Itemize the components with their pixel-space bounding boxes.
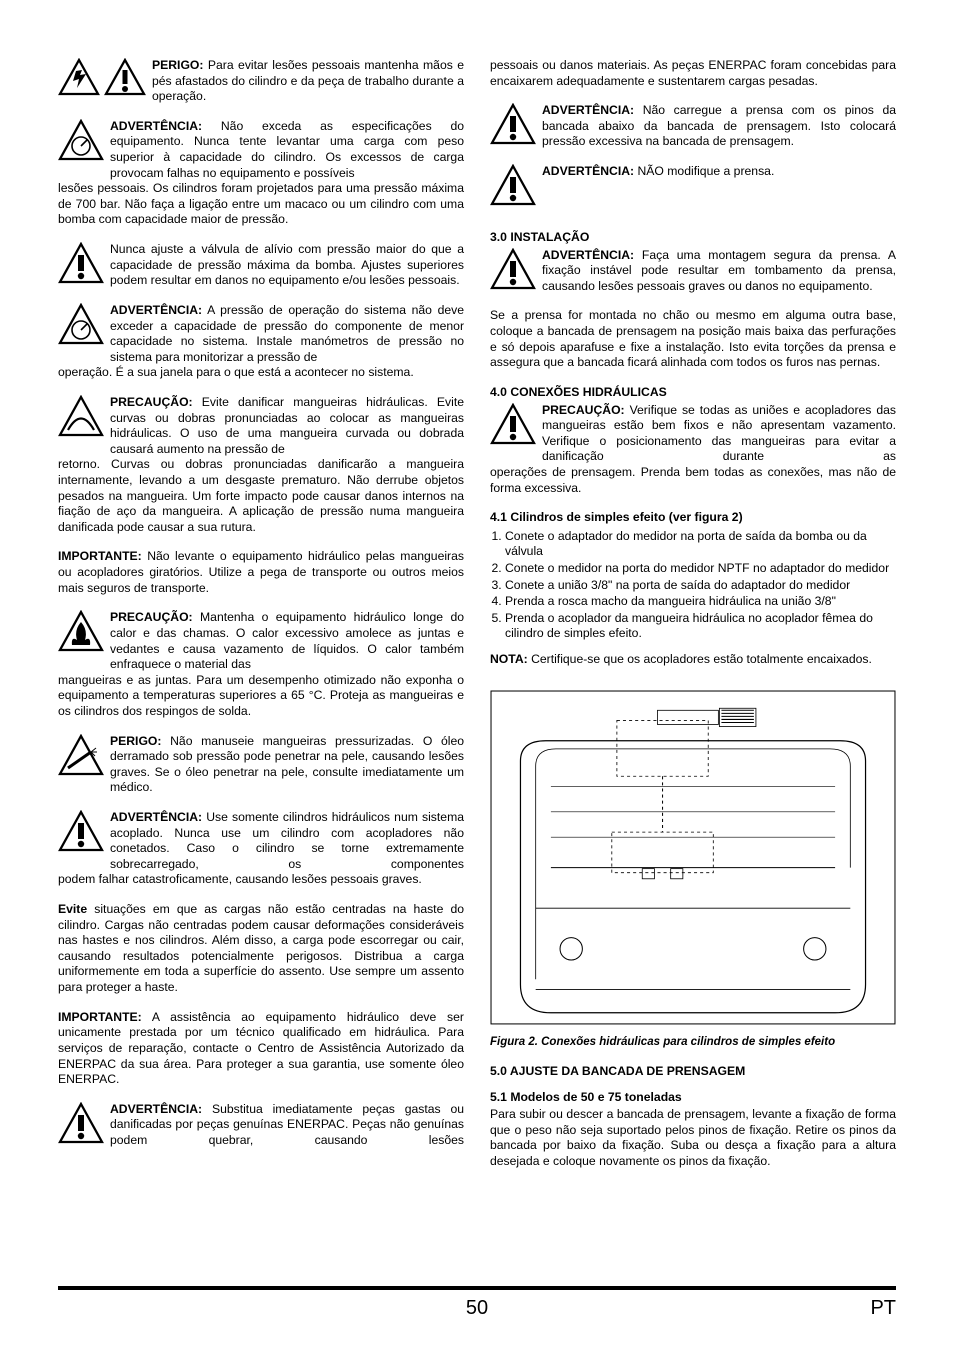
lead: ADVERTÊNCIA: [542, 248, 634, 262]
para-r-last: Para subir ou descer a bancada de prensa… [490, 1107, 896, 1169]
para-advertencia-2-cont: operação. É a sua janela para o que está… [58, 365, 464, 381]
hazard-exclamation-icon [58, 242, 104, 284]
para-advertencia-1: ADVERTÊNCIA: Não exceda as especificaçõe… [58, 119, 464, 181]
figure-2 [490, 690, 896, 1025]
hazard-spray-icon [58, 734, 104, 776]
hazard-exclamation-icon [490, 164, 536, 206]
para-nolead-1: Nunca ajuste a válvula de alívio com pre… [58, 242, 464, 289]
hazard-exclamation-icon [490, 403, 536, 445]
steps-list: Conete o adaptador do medidor na porta d… [490, 529, 896, 642]
para-r-adv-2: ADVERTÊNCIA: NÃO modifique a prensa. [490, 164, 896, 206]
para-evite: Evite situações em que as cargas não est… [58, 902, 464, 996]
lead: ADVERTÊNCIA: [110, 119, 202, 133]
lead: PRECAUÇÃO: [110, 610, 193, 624]
text: NÃO modifique a prensa. [637, 164, 774, 178]
para-precaucao-1-cont: retorno. Curvas ou dobras pronunciadas d… [58, 457, 464, 535]
page-number: 50 [466, 1296, 488, 1322]
lead: NOTA: [490, 652, 528, 666]
para-importante-1: IMPORTANTE: Não levante o equipamento hi… [58, 549, 464, 596]
text: Não manuseie mangueiras pressurizadas. O… [110, 734, 464, 795]
page-lang: PT [488, 1296, 896, 1322]
para-advertencia-3-cont: podem falhar catastroficamente, causando… [58, 872, 464, 888]
para-r-adv-1: ADVERTÊNCIA: Não carregue a prensa com o… [490, 103, 896, 150]
heading-4-0: 4.0 CONEXÕES HIDRÁULICAS [490, 385, 667, 399]
lead: Evite [58, 902, 87, 916]
para-advertencia-1-cont: lesões pessoais. Os cilindros foram proj… [58, 181, 464, 228]
para-r-prec: PRECAUÇÃO: Verifique se todas as uniões … [490, 403, 896, 465]
page-footer: 50 PT [58, 1286, 896, 1322]
lead: IMPORTANTE: [58, 1010, 142, 1024]
para-r-install: Se a prensa for montada no chão ou mesmo… [490, 308, 896, 370]
para-r-prec-cont: operações de prensagem. Prenda bem todas… [490, 465, 896, 496]
heading-5-0: 5.0 AJUSTE DA BANCADA DE PRENSAGEM [490, 1064, 745, 1078]
lead: PRECAUÇÃO: [542, 403, 625, 417]
text: Nunca ajuste a válvula de alívio com pre… [110, 242, 464, 289]
lead: ADVERTÊNCIA: [542, 103, 634, 117]
para-perigo-2: PERIGO: Não manuseie mangueiras pressuri… [58, 734, 464, 796]
hazard-exclamation-icon [490, 248, 536, 290]
lead: ADVERTÊNCIA: [110, 303, 202, 317]
para-nota: NOTA: Certifique-se que os acopladores e… [490, 652, 896, 668]
para-precaucao-1: PRECAUÇÃO: Evite danificar mangueiras hi… [58, 395, 464, 457]
list-item: Prenda o acoplador da mangueira hidráuli… [505, 611, 896, 642]
lead: PRECAUÇÃO: [110, 395, 193, 409]
para-advertencia-2: ADVERTÊNCIA: A pressão de operação do si… [58, 303, 464, 365]
para-advertencia-3: ADVERTÊNCIA: Use somente cilindros hidrá… [58, 810, 464, 872]
para-advertencia-4: ADVERTÊNCIA: Substitua imediatamente peç… [58, 1102, 464, 1149]
list-item: Conete a união 3/8" na porta de saída do… [505, 578, 896, 594]
heading-3-0: 3.0 INSTALAÇÃO [490, 230, 589, 244]
para-right-top: pessoais ou danos materiais. As peças EN… [490, 58, 896, 89]
list-item: Prenda a rosca macho da mangueira hidráu… [505, 594, 896, 610]
para-perigo-1: PERIGO: Para evitar lesões pessoais mant… [58, 58, 464, 105]
list-item: Conete o adaptador do medidor na porta d… [505, 529, 896, 560]
hazard-exclamation-icon [104, 58, 146, 96]
figure-caption: Figura 2. Conexões hidráulicas para cili… [490, 1035, 896, 1050]
hazard-exclamation-icon [58, 810, 104, 852]
hazard-hose-icon [58, 395, 104, 437]
heading-4-1: 4.1 Cilindros de simples efeito (ver fig… [490, 510, 743, 524]
lead: PERIGO: [152, 58, 203, 72]
para-r-adv-3: ADVERTÊNCIA: Faça uma montagem segura da… [490, 248, 896, 295]
hazard-gauge-icon [58, 303, 104, 345]
hazard-exclamation-icon [490, 103, 536, 145]
body-columns: PERIGO: Para evitar lesões pessoais mant… [58, 58, 896, 1258]
hazard-explosion-icon [58, 58, 100, 96]
para-importante-2: IMPORTANTE: A assistência ao equipamento… [58, 1010, 464, 1088]
para-precaucao-2-cont: mangueiras e as juntas. Para um desempen… [58, 673, 464, 720]
lead: ADVERTÊNCIA: [542, 164, 634, 178]
para-precaucao-2: PRECAUÇÃO: Mantenha o equipamento hidráu… [58, 610, 464, 672]
lead: PERIGO: [110, 734, 161, 748]
lead: IMPORTANTE: [58, 549, 142, 563]
text: Certifique-se que os acopladores estão t… [531, 652, 872, 666]
hazard-exclamation-icon [58, 1102, 104, 1144]
list-item: Conete o medidor na porta do medidor NPT… [505, 561, 896, 577]
hazard-flame-icon [58, 610, 104, 652]
lead: ADVERTÊNCIA: [110, 1102, 202, 1116]
heading-5-1: 5.1 Modelos de 50 e 75 toneladas [490, 1090, 682, 1104]
lead: ADVERTÊNCIA: [110, 810, 202, 824]
text: situações em que as cargas não estão cen… [58, 902, 464, 994]
hazard-gauge-icon [58, 119, 104, 161]
